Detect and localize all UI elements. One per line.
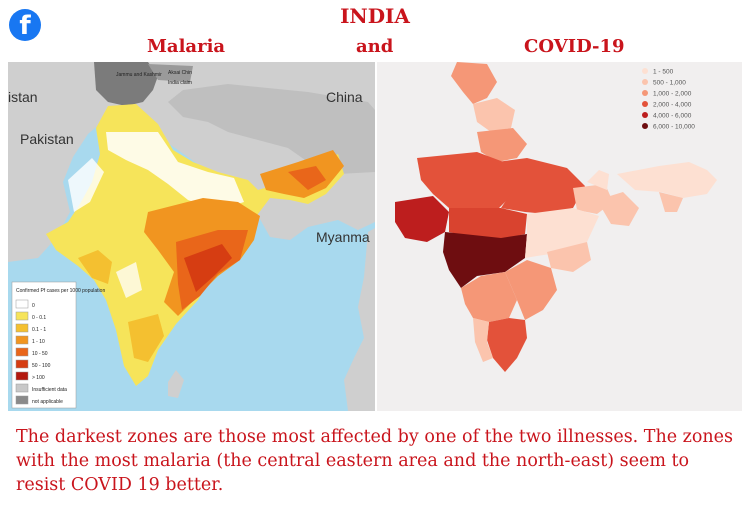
- malaria-legend-swatch: [15, 359, 29, 369]
- covid-legend-label: 1,000 - 2,000: [653, 91, 692, 98]
- malaria-legend-swatch: [15, 323, 29, 333]
- myanmar-land: [344, 228, 375, 411]
- malaria-legend-swatch: [15, 395, 29, 405]
- covid-legend: 1 - 500 500 - 1,000 1,000 - 2,000 2,000 - 4…: [642, 68, 695, 131]
- malaria-legend-label: 10 - 50: [32, 351, 48, 357]
- facebook-icon[interactable]: f: [9, 9, 41, 41]
- india-claim-label: India claim: [168, 80, 192, 86]
- covid-legend-dot: [642, 90, 648, 96]
- sri-lanka: [168, 370, 184, 398]
- afghanistan-label: istan: [8, 89, 38, 105]
- malaria-legend-label: Insufficient data: [32, 387, 67, 393]
- covid-legend-label: 2,000 - 4,000: [653, 102, 692, 109]
- malaria-legend: Confirmed Pf cases per 1000 population 0…: [11, 281, 105, 409]
- malaria-legend-label: 0.1 - 1: [32, 327, 46, 333]
- covid-tamilnadu: [487, 318, 527, 372]
- covid-legend-dot: [642, 123, 648, 129]
- pakistan-label: Pakistan: [20, 131, 74, 147]
- covid-legend-dot: [642, 68, 648, 74]
- malaria-legend-title: Confirmed Pf cases per 1000 population: [16, 288, 105, 294]
- covid-legend-label: 500 - 1,000: [653, 80, 686, 87]
- covid-legend-label: 6,000 - 10,000: [653, 124, 695, 131]
- malaria-legend-swatch: [15, 383, 29, 393]
- malaria-map: istan China Pakistan Myanma Jammu and Ka…: [8, 62, 375, 411]
- malaria-legend-swatch: [15, 347, 29, 357]
- myanmar-label: Myanma: [316, 229, 370, 245]
- malaria-legend-swatch: [15, 311, 29, 321]
- covid-mp: [449, 208, 527, 240]
- covid-legend-dot: [642, 112, 648, 118]
- malaria-legend-swatch: [15, 335, 29, 345]
- covid-legend-label: 4,000 - 6,000: [653, 113, 692, 120]
- malaria-legend-label: 0: [32, 303, 35, 309]
- china-label: China: [326, 89, 363, 105]
- aksai-chin-label: Aksai Chin: [168, 70, 192, 76]
- covid-maharashtra: [443, 232, 527, 288]
- malaria-legend-swatch: [15, 299, 29, 309]
- covid-jk: [451, 62, 497, 104]
- malaria-legend-label: 50 - 100: [32, 363, 51, 369]
- covid-up: [497, 158, 585, 214]
- covid-legend-label: 1 - 500: [653, 69, 674, 76]
- covid-telangana-ap: [505, 260, 557, 320]
- covid-karnataka: [461, 272, 517, 322]
- caption: The darkest zones are those most affecte…: [16, 427, 734, 495]
- covid-rajasthan: [417, 152, 515, 212]
- malaria-legend-label: 0 - 0.1: [32, 315, 46, 321]
- malaria-legend-label: > 100: [32, 375, 45, 381]
- malaria-legend-label: not applicable: [32, 399, 63, 405]
- and-label: and: [356, 36, 394, 57]
- covid-label: COVID-19: [524, 36, 625, 57]
- covid-legend-dot: [642, 79, 648, 85]
- malaria-legend-label: 1 - 10: [32, 339, 45, 345]
- jk-label: Jammu and Kashmir: [116, 72, 162, 78]
- covid-map: 1 - 500 500 - 1,000 1,000 - 2,000 2,000 - 4…: [377, 62, 742, 411]
- covid-gujarat: [395, 196, 449, 242]
- covid-legend-dot: [642, 101, 648, 107]
- page-title: INDIA: [340, 4, 410, 28]
- malaria-legend-swatch: [15, 371, 29, 381]
- malaria-label: Malaria: [147, 36, 226, 57]
- jammu-kashmir-region: [94, 62, 158, 106]
